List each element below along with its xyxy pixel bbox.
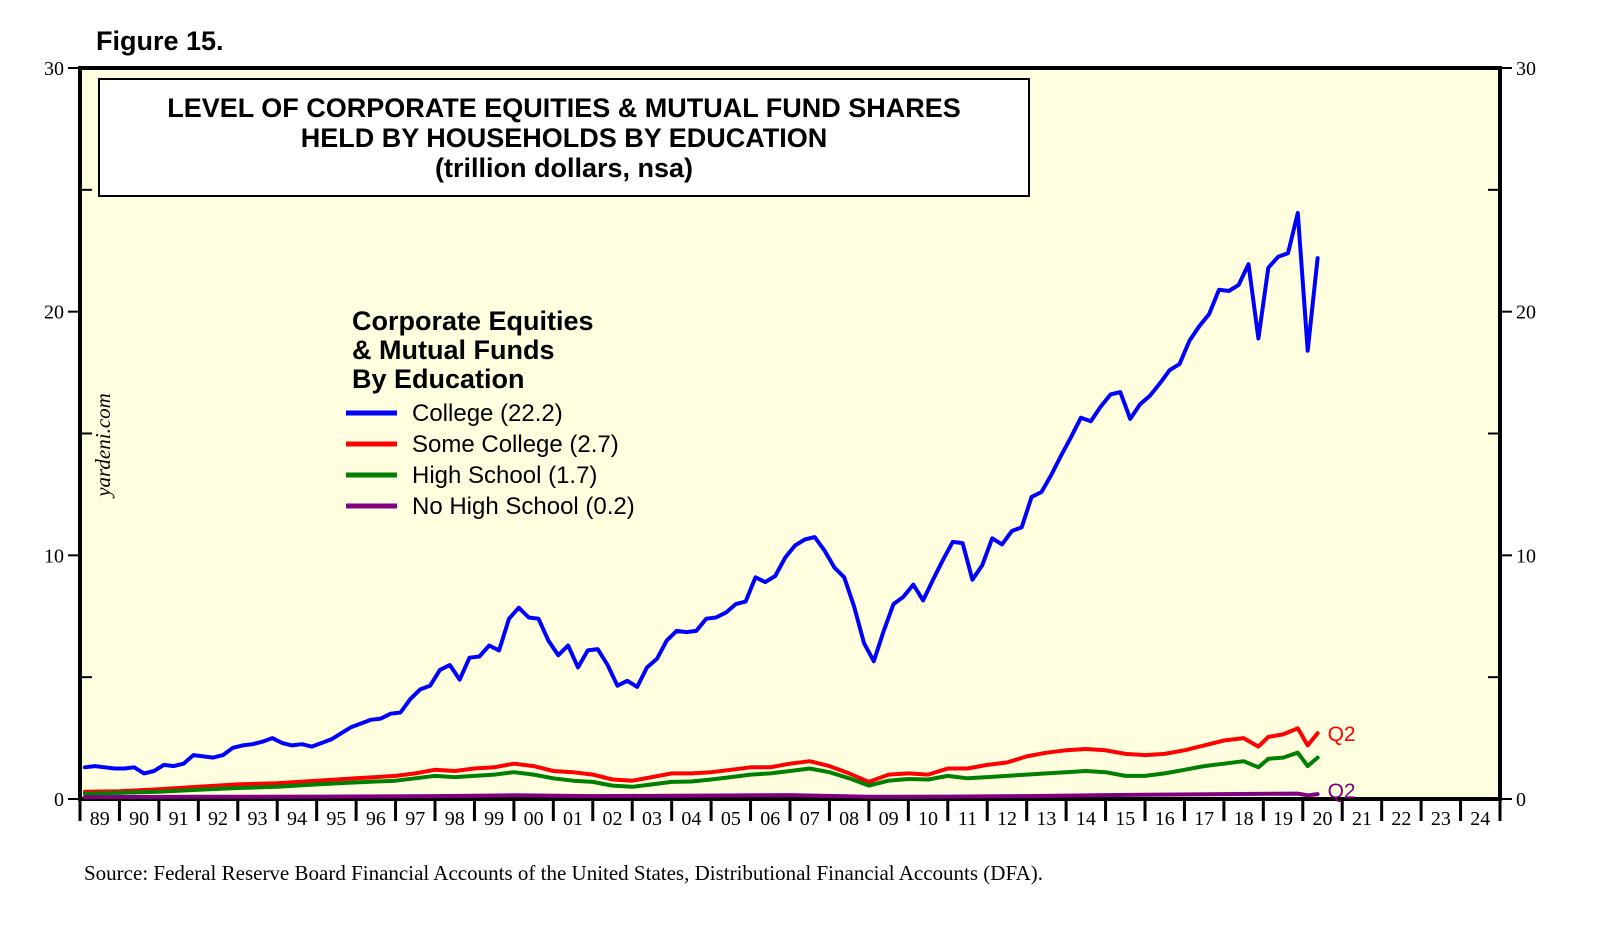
x-tick-label: 12 [997, 808, 1017, 830]
y-tick-label-right: 20 [1516, 302, 1536, 324]
x-tick-label: 20 [1313, 808, 1333, 830]
x-tick-label: 91 [169, 808, 189, 830]
legend-label-2: High School (1.7) [412, 462, 597, 489]
x-tick-label: 18 [1234, 808, 1254, 830]
watermark: yardeni.com [91, 393, 115, 499]
chart-title-line-1: LEVEL OF CORPORATE EQUITIES & MUTUAL FUN… [167, 93, 961, 123]
y-tick-label-left: 0 [54, 789, 64, 811]
x-tick-label: 17 [1194, 808, 1214, 830]
x-tick-label: 09 [879, 808, 899, 830]
x-tick-label: 99 [484, 808, 504, 830]
x-tick-label: 15 [1115, 808, 1135, 830]
x-tick-label: 90 [129, 808, 149, 830]
x-tick-label: 13 [1036, 808, 1056, 830]
x-tick-label: 07 [800, 808, 820, 830]
x-tick-label: 16 [1155, 808, 1175, 830]
x-tick-label: 97 [405, 808, 425, 830]
source-note: Source: Federal Reserve Board Financial … [84, 861, 1043, 885]
series-line-2 [82, 750, 1320, 796]
x-tick-label: 96 [366, 808, 386, 830]
chart-title-line-2: HELD BY HOUSEHOLDS BY EDUCATION [301, 123, 828, 153]
series-line-1 [82, 726, 1320, 794]
legend-label-0: College (22.2) [412, 400, 563, 427]
y-tick-label-right: 0 [1516, 789, 1526, 811]
x-tick-label: 05 [721, 808, 741, 830]
x-tick-label: 24 [1470, 808, 1490, 830]
x-tick-label: 11 [958, 808, 977, 830]
x-tick-label: 10 [918, 808, 938, 830]
x-tick-label: 01 [563, 808, 583, 830]
series-line-3 [82, 791, 1320, 800]
legend-title-line-3: By Education [352, 364, 525, 394]
x-tick-label: 08 [839, 808, 859, 830]
y-tick-label-left: 30 [44, 58, 64, 80]
x-tick-label: 95 [326, 808, 346, 830]
x-tick-label: 92 [208, 808, 228, 830]
x-tick-label: 94 [287, 808, 307, 830]
end-label-3: Q2 [1328, 780, 1356, 803]
x-tick-label: 23 [1431, 808, 1451, 830]
figure-label: Figure 15. [96, 26, 224, 56]
x-tick-label: 21 [1352, 808, 1372, 830]
legend-title-line-2: & Mutual Funds [352, 335, 554, 365]
x-tick-label: 00 [524, 808, 544, 830]
series-line-0 [82, 211, 1320, 776]
x-tick-label: 89 [90, 808, 110, 830]
x-tick-label: 19 [1273, 808, 1293, 830]
y-tick-label-left: 20 [44, 302, 64, 324]
x-tick-label: 03 [642, 808, 662, 830]
x-tick-label: 22 [1391, 808, 1411, 830]
y-tick-label-left: 10 [44, 545, 64, 567]
x-tick-label: 14 [1076, 808, 1096, 830]
x-tick-label: 98 [445, 808, 465, 830]
legend-title-line-1: Corporate Equities [352, 306, 594, 336]
legend: Corporate Equities & Mutual Funds By Edu… [346, 306, 635, 520]
x-tick-label: 02 [603, 808, 623, 830]
chart-subtitle: (trillion dollars, nsa) [435, 153, 693, 183]
y-tick-label-right: 30 [1516, 58, 1536, 80]
x-tick-label: 06 [760, 808, 780, 830]
legend-label-3: No High School (0.2) [412, 493, 635, 520]
title-box [98, 78, 1030, 197]
x-tick-label: 04 [681, 808, 701, 830]
end-label-1: Q2 [1328, 723, 1356, 746]
x-tick-label: 93 [248, 808, 268, 830]
y-tick-label-right: 10 [1516, 545, 1536, 567]
legend-label-1: Some College (2.7) [412, 431, 619, 458]
